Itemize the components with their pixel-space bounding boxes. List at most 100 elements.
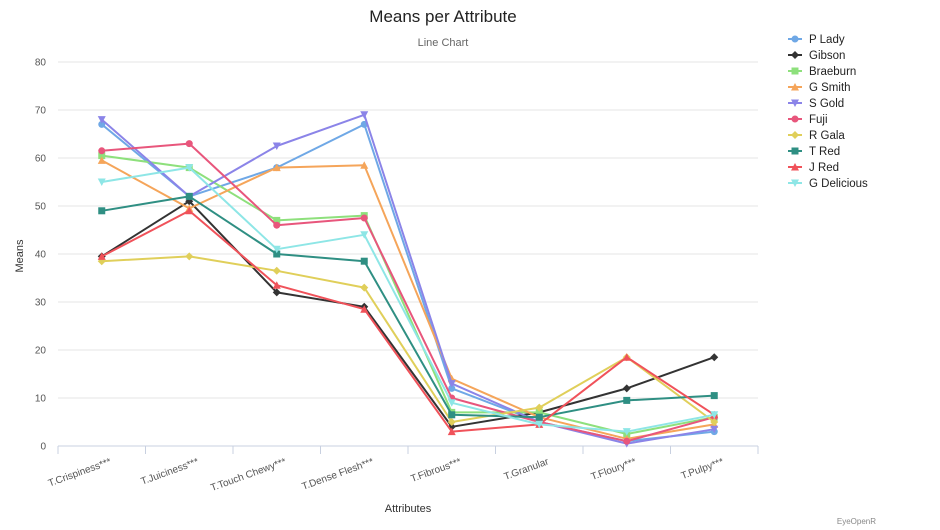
data-point-r-gala [185,252,194,261]
data-point-g-smith [360,161,369,169]
x-tick-label: T.Dense Flesh*** [300,456,375,492]
legend-label: T Red [809,146,840,158]
data-point-g-delicious [97,178,106,186]
y-tick-label: 60 [35,154,47,165]
data-point-g-delicious [447,399,456,407]
data-point-r-gala [535,403,544,412]
data-point-s-gold [97,116,106,124]
data-point-g-delicious [535,420,544,429]
data-point-gibson [710,353,719,362]
legend-marker [791,115,799,123]
data-point-t-red [185,192,193,200]
data-point-g-smith [97,156,106,164]
y-tick-label: 10 [35,394,47,405]
data-point-fuji [273,221,281,229]
data-point-t-red [448,411,456,419]
data-point-g-smith [272,163,281,172]
series-line-t-red [101,195,715,419]
data-point-t-red [535,413,543,421]
series-t-red [98,192,718,421]
y-tick-label: 50 [35,202,47,213]
chart-subtitle: Line Chart [418,37,469,49]
x-tick-label: T.Juiciness*** [140,456,201,487]
legend-item-braeburn[interactable]: Braeburn [788,66,856,78]
data-point-r-gala [360,283,369,292]
data-point-p-lady [448,384,456,392]
data-point-j-red [360,305,369,313]
data-point-braeburn [273,216,281,224]
series-line-g-delicious [101,166,715,433]
legend-item-gibson[interactable]: Gibson [788,50,845,62]
data-point-r-gala [447,418,456,426]
data-point-s-gold [272,142,281,150]
legend-marker [791,51,799,59]
legend: P Lady Gibson Braeburn G Smith S Gold Fuji R G… [788,34,868,190]
x-tick-label: T.Fibrous*** [409,456,462,484]
y-tick-label: 30 [35,298,47,309]
data-point-t-red [710,392,718,400]
x-tick-label: T.Floury*** [590,456,638,483]
data-point-g-delicious [360,231,369,239]
data-point-braeburn [98,152,106,160]
legend-marker [791,35,799,43]
legend-label: G Smith [809,82,851,94]
legend-marker [791,147,799,155]
legend-item-j-red[interactable]: J Red [788,162,839,174]
data-point-s-gold [447,380,456,388]
data-point-p-lady [98,120,106,128]
legend-item-g-delicious[interactable]: G Delicious [788,178,868,190]
legend-marker [791,131,799,139]
axes: 0 10 20 30 40 50 60 70 80 T.Crispiness*** T.Juicin… [35,58,759,494]
data-point-fuji [98,147,106,155]
series-line-fuji [101,142,715,443]
legend-marker [791,67,799,75]
gridlines [58,61,758,399]
legend-item-p-lady[interactable]: P Lady [788,34,845,46]
legend-item-t-red[interactable]: T Red [788,146,840,158]
data-point-fuji [185,140,193,148]
y-tick-label: 20 [35,346,47,357]
legend-label: Fuji [809,114,828,126]
data-point-t-red [98,207,106,215]
series-line-g-smith [101,159,715,440]
y-tick-label: 70 [35,106,47,117]
data-point-g-delicious [272,245,281,254]
legend-label: G Delicious [809,178,868,190]
data-point-j-red [272,281,281,289]
data-point-j-red [97,252,106,260]
x-tick-label: T.Pulpy*** [680,456,726,482]
data-point-gibson [272,288,281,297]
legend-label: Braeburn [809,66,856,78]
legend-label: R Gala [809,130,845,142]
x-tick-label: T.Touch Chewy*** [209,456,288,494]
data-point-braeburn [535,408,543,416]
data-point-r-gala [710,418,719,426]
data-point-s-gold [360,111,369,119]
series-s-gold [97,111,719,448]
legend-item-g-smith[interactable]: G Smith [788,82,851,94]
series-line-r-gala [101,255,715,423]
series-line-braeburn [101,154,715,435]
data-point-j-red [185,206,194,215]
legend-marker [791,163,799,171]
data-point-s-gold [710,425,719,434]
legend-label: Gibson [809,50,845,62]
data-point-fuji [360,214,368,222]
chart-title: Means per Attribute [369,7,516,26]
legend-item-fuji[interactable]: Fuji [788,114,828,126]
data-point-t-red [360,257,368,265]
legend-item-s-gold[interactable]: S Gold [788,98,844,110]
y-tick-label: 40 [35,250,47,261]
series-line-j-red [101,209,715,433]
data-point-g-delicious [185,164,194,172]
legend-item-r-gala[interactable]: R Gala [788,130,845,142]
legend-label: J Red [809,162,839,174]
series-line-gibson [101,200,715,428]
data-point-fuji [623,437,631,445]
data-point-gibson [622,384,631,393]
x-tick-label: T.Crispiness*** [47,456,113,489]
data-point-r-gala [272,266,281,275]
chart-credit: EyeOpenR [837,517,876,526]
